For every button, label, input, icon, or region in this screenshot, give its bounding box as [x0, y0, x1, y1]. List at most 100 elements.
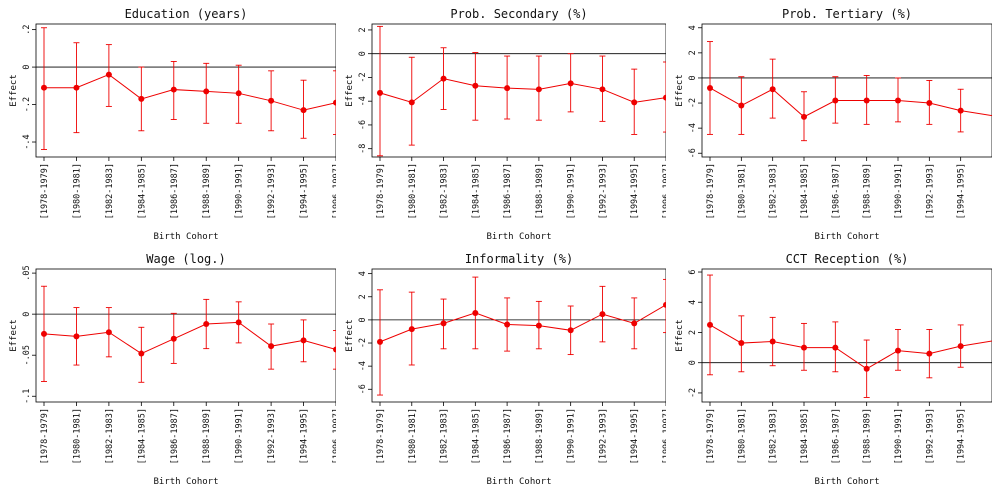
x-tick-label: [1986-1987]: [170, 163, 180, 219]
chart-svg: Informality (%) 4 2 0 -2 -4 -6 Effect [1978-1979…: [345, 252, 666, 487]
data-point: [957, 107, 964, 114]
y-tick-label: 6: [688, 269, 698, 274]
x-tick-label: [1986-1987]: [831, 163, 841, 219]
data-point: [707, 321, 713, 328]
chart-panel-2: Prob. Secondary (%) 2 0 -2 -4 -6 -8 Effect [1978…: [336, 0, 666, 245]
data-point: [203, 321, 210, 328]
data-point: [769, 86, 776, 93]
plot-frame: [35, 268, 336, 403]
data-point: [863, 365, 870, 372]
x-tick-label: [1988-1989]: [202, 163, 212, 219]
y-tick-label: -2: [688, 388, 698, 398]
x-tick-label: [1988-1989]: [535, 163, 545, 219]
data-point: [333, 99, 336, 106]
x-tick-label: [1988-1989]: [535, 408, 545, 464]
chart-svg: CCT Reception (%) 6 4 2 0 -2 Effect [1978-1979]…: [675, 252, 992, 487]
y-tick-label: -4: [358, 361, 368, 371]
y-tick-label: 0: [22, 65, 32, 70]
x-tick-label: [1994-1995]: [957, 163, 967, 219]
x-tick-label: [1996-1997]: [662, 408, 666, 464]
data-point: [377, 338, 383, 345]
data-point: [567, 327, 574, 334]
x-tick-label: [1984-1985]: [471, 408, 481, 464]
x-tick-label: [1980-1981]: [737, 163, 747, 219]
data-point: [105, 329, 112, 336]
data-point: [926, 350, 933, 357]
x-tick-label: [1984-1985]: [137, 163, 147, 219]
chart-panel-6: CCT Reception (%) 6 4 2 0 -2 Effect [1978-1979]…: [666, 245, 992, 490]
plot-frame: [371, 23, 666, 158]
x-tick-label: [1980-1981]: [72, 163, 82, 219]
x-tick-label: [1986-1987]: [170, 408, 180, 464]
x-tick-label: [1994-1995]: [300, 408, 310, 464]
y-tick-label: 2: [358, 27, 368, 32]
data-point: [472, 82, 479, 89]
y-tick-label: 0: [358, 51, 368, 56]
data-point: [440, 75, 447, 82]
data-point: [895, 97, 901, 104]
x-tick-label: [1990-1991]: [894, 163, 904, 219]
chart-title: Wage (log.): [146, 252, 225, 266]
x-tick-label: [1986-1987]: [503, 408, 513, 464]
x-axis-label: Birth Cohort: [814, 477, 879, 487]
chart-title: Prob. Secondary (%): [450, 7, 587, 21]
data-point: [408, 99, 415, 106]
data-point: [504, 321, 511, 328]
data-point: [738, 102, 745, 109]
y-tick-label: 2: [688, 50, 698, 55]
chart-title: CCT Reception (%): [786, 252, 909, 266]
x-tick-label: [1978-1979]: [40, 163, 50, 219]
y-axis-label: Effect: [675, 319, 685, 352]
x-tick-label: [1994-1995]: [630, 163, 640, 219]
data-point: [926, 100, 933, 107]
x-tick-label: [1978-1979]: [40, 408, 50, 464]
error-bar: [663, 278, 666, 334]
x-tick-label: [1992-1993]: [925, 408, 935, 464]
data-point: [663, 301, 666, 308]
y-tick-label: -.05: [22, 345, 32, 365]
x-tick-label: [1992-1993]: [267, 163, 277, 219]
x-tick-label: [1988-1989]: [202, 408, 212, 464]
data-point: [738, 340, 745, 347]
series-line: [379, 78, 666, 103]
data-point: [599, 86, 606, 93]
x-tick-label: [1996-1997]: [332, 163, 336, 219]
series-line: [44, 74, 336, 111]
x-tick-label: [1994-1995]: [630, 408, 640, 464]
plot-frame: [371, 268, 666, 403]
x-tick-label: [1992-1993]: [598, 408, 608, 464]
y-tick-label: -6: [688, 148, 698, 158]
x-tick-label: [1978-1979]: [376, 408, 386, 464]
x-tick-label: [1982-1983]: [769, 408, 779, 464]
data-point: [41, 84, 47, 91]
data-point: [41, 330, 47, 337]
x-tick-label: [1982-1983]: [440, 408, 450, 464]
x-tick-label: [1982-1983]: [105, 408, 115, 464]
data-point: [170, 86, 177, 93]
x-tick-label: [1980-1981]: [408, 163, 418, 219]
data-point: [235, 319, 242, 326]
error-bar: [663, 61, 666, 133]
x-tick-label: [1986-1987]: [503, 163, 513, 219]
chart-title: Informality (%): [465, 252, 573, 266]
y-axis-label: Effect: [675, 74, 685, 107]
data-point: [377, 89, 383, 96]
data-point: [170, 335, 177, 342]
x-tick-label: [1994-1995]: [957, 408, 967, 464]
y-tick-label: -4: [358, 96, 368, 106]
data-point: [631, 99, 638, 106]
x-tick-label: [1986-1987]: [831, 408, 841, 464]
y-tick-label: -4: [688, 123, 698, 133]
x-axis-label: Birth Cohort: [153, 477, 218, 487]
x-tick-label: [1982-1983]: [105, 163, 115, 219]
x-tick-label: [1980-1981]: [408, 408, 418, 464]
y-axis-label: Effect: [9, 319, 19, 352]
x-tick-label: [1980-1981]: [737, 408, 747, 464]
data-point: [567, 80, 574, 87]
plot-frame: [701, 23, 992, 158]
chart-title: Prob. Tertiary (%): [782, 7, 912, 21]
data-point: [73, 84, 80, 91]
y-tick-label: .05: [22, 265, 32, 280]
y-axis-label: Effect: [9, 74, 19, 107]
